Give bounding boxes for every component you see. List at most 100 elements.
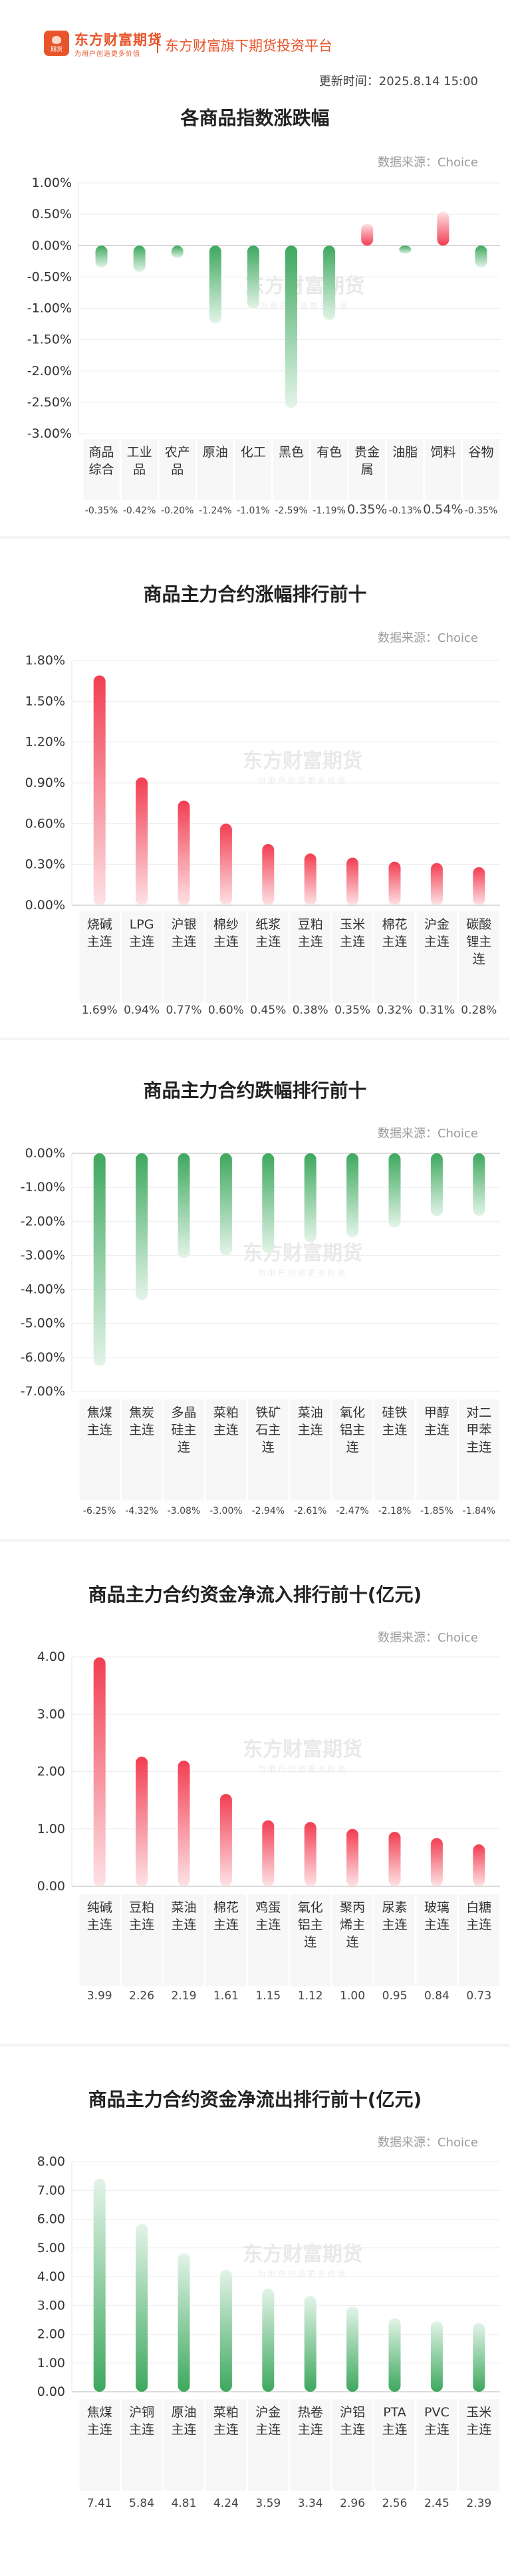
chart-source: 数据来源：Choice xyxy=(378,1631,478,1645)
category-label: 原油 xyxy=(203,445,228,460)
bar xyxy=(388,1832,401,1886)
category-cell-bg xyxy=(205,1399,247,1501)
category-label: 焦煤主连 xyxy=(87,1405,112,1437)
bar xyxy=(262,1820,275,1886)
category-label: PVC 主连 xyxy=(424,2405,449,2437)
value-label: 0.94% xyxy=(124,1004,160,1017)
category-cell-bg xyxy=(374,1894,415,1986)
bar xyxy=(430,1153,443,1216)
category-label: 化工 xyxy=(241,445,266,460)
category-cell-bg xyxy=(121,911,162,1003)
bar xyxy=(219,1794,232,1886)
y-tick-label: 0.00% xyxy=(25,898,65,913)
watermark-subtext: 为用户创造更多价值 xyxy=(257,1268,347,1278)
category-label: PTA 主连 xyxy=(382,2405,407,2437)
y-tick-label: -1.50% xyxy=(27,333,72,347)
category-cell-bg xyxy=(416,2399,457,2491)
value-label: 0.95 xyxy=(382,1989,408,2003)
y-tick-label: 0.00 xyxy=(37,1879,65,1894)
bar xyxy=(323,245,336,321)
y-tick-label: 4.00 xyxy=(37,1649,65,1664)
watermark-subtext: 为用户创造更多价值 xyxy=(259,301,349,311)
bar xyxy=(388,861,401,905)
section-divider xyxy=(0,1038,510,1040)
y-tick-label: 0.00% xyxy=(32,238,72,253)
chart-title: 商品主力合约跌幅排行前十 xyxy=(143,1079,367,1101)
category-label: 纸浆主连 xyxy=(255,917,281,949)
value-label: 0.73 xyxy=(466,1989,491,2003)
category-label: 菜粕主连 xyxy=(213,2405,239,2437)
y-tick-label: 0.60% xyxy=(25,816,65,831)
category-label: 菜粕主连 xyxy=(213,1405,239,1437)
y-tick-label: 6.00 xyxy=(37,2212,65,2227)
bar xyxy=(473,867,485,905)
category-cell-bg xyxy=(311,439,348,500)
category-label: 商品综合 xyxy=(89,445,114,477)
value-label: 2.19 xyxy=(172,1989,197,2003)
bar xyxy=(346,2306,359,2392)
value-label: -0.13% xyxy=(389,505,422,516)
bar xyxy=(475,245,487,268)
bar xyxy=(178,1153,190,1258)
category-cell-bg xyxy=(374,911,415,1003)
category-cell-bg xyxy=(205,1894,247,1986)
category-cell-bg xyxy=(387,439,424,500)
value-label: 4.81 xyxy=(172,2497,197,2510)
section-divider xyxy=(0,2044,510,2047)
y-tick-label: 0.50% xyxy=(32,207,72,221)
category-cell-bg xyxy=(332,1399,373,1501)
value-label: -2.94% xyxy=(252,1506,285,1516)
value-label: -2.18% xyxy=(378,1506,412,1516)
bar xyxy=(346,857,359,905)
y-tick-label: -2.50% xyxy=(27,395,72,410)
bar xyxy=(95,245,108,268)
chart-title: 各商品指数涨跌幅 xyxy=(180,107,330,129)
category-label: 聚丙烯主连 xyxy=(340,1900,365,1949)
y-tick-label: 2.00 xyxy=(37,2327,65,2342)
bar xyxy=(346,1153,359,1238)
category-label: 尿素主连 xyxy=(382,1900,407,1932)
category-cell-bg xyxy=(205,911,247,1003)
category-label: 沪铜主连 xyxy=(129,2405,154,2437)
bar xyxy=(388,2318,401,2392)
category-label: 焦煤主连 xyxy=(87,2405,112,2437)
category-label: 沪金主连 xyxy=(255,2405,281,2437)
value-label: -4.32% xyxy=(125,1506,158,1516)
bar xyxy=(178,2253,190,2392)
chart-source: 数据来源：Choice xyxy=(378,631,478,645)
section-divider xyxy=(0,536,510,539)
category-label: LPG 主连 xyxy=(129,917,154,949)
value-label: -0.35% xyxy=(465,505,498,516)
bar xyxy=(437,212,449,246)
value-label: -2.59% xyxy=(275,505,308,516)
category-cell-bg xyxy=(164,1894,204,1986)
bar xyxy=(304,1822,317,1886)
value-label: -2.47% xyxy=(336,1506,369,1516)
category-label: 玉米主连 xyxy=(340,917,365,949)
value-label: 3.34 xyxy=(298,2497,323,2510)
chart-source: 数据来源：Choice xyxy=(378,1127,478,1141)
bar xyxy=(262,844,275,905)
bar xyxy=(430,863,443,905)
watermark-subtext: 为用户创造更多价值 xyxy=(257,1764,347,1774)
bar xyxy=(346,1828,359,1886)
bar xyxy=(430,1838,443,1886)
category-cell-bg xyxy=(374,2399,415,2491)
category-label: 豆粕主连 xyxy=(298,917,323,949)
y-tick-label: 3.00 xyxy=(37,1707,65,1721)
category-cell-bg xyxy=(374,1399,415,1501)
value-label: 2.26 xyxy=(129,1989,154,2003)
category-cell-bg xyxy=(248,2399,289,2491)
category-label: 工业品 xyxy=(127,445,152,477)
value-label: -3.08% xyxy=(168,1506,201,1516)
bar xyxy=(473,1153,485,1216)
bar xyxy=(285,245,297,408)
category-cell-bg xyxy=(121,439,158,500)
y-tick-label: 8.00 xyxy=(37,2154,65,2169)
category-label: 甲醇主连 xyxy=(424,1405,449,1437)
category-label: 菜油主连 xyxy=(298,1405,323,1437)
value-label: -6.25% xyxy=(83,1506,116,1516)
bar xyxy=(361,223,374,246)
category-label: 有色 xyxy=(317,445,342,460)
y-tick-label: -0.50% xyxy=(27,269,72,284)
